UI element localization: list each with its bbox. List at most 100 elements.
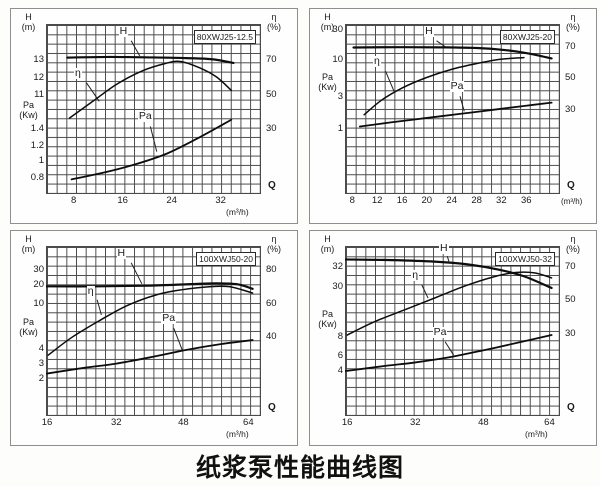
- x-axis-tick: 32: [409, 417, 421, 428]
- curve-H: [345, 259, 552, 288]
- power-axis-unit: (Kw): [19, 327, 38, 338]
- leader-line: [131, 263, 142, 284]
- flow-axis-label: Q: [567, 180, 575, 191]
- curve-label-H: H: [116, 246, 127, 259]
- power-axis-title: Pa (Kw): [312, 72, 343, 92]
- left-axis-unit: (m): [320, 22, 335, 32]
- left-axis-symbol: H: [25, 12, 32, 22]
- y-axis-tick: 10: [332, 53, 343, 65]
- power-axis-unit: (Kw): [19, 110, 38, 121]
- y-axis-tick: 1: [38, 154, 44, 166]
- x-axis-tick: 64: [544, 417, 555, 428]
- efficiency-axis-unit: (%): [267, 22, 281, 32]
- x-axis-tick: 16: [396, 195, 408, 206]
- y-axis-tick: 30: [332, 281, 343, 292]
- efficiency-axis-unit: (%): [566, 22, 580, 32]
- efficiency-axis-symbol: η: [271, 234, 277, 244]
- x-axis-tick: 48: [178, 417, 189, 428]
- leader-line: [385, 71, 394, 91]
- efficiency-axis-title: η (%): [566, 12, 580, 32]
- y-axis-tick: 20: [33, 279, 44, 291]
- efficiency-axis-tick: 40: [266, 331, 277, 343]
- left-axis-title: H (m): [13, 234, 44, 254]
- y-axis-tick: 8: [337, 331, 343, 343]
- y-axis-tick: 11: [34, 89, 44, 101]
- curve-eta: [347, 272, 551, 335]
- y-axis-tick: 30: [33, 264, 44, 276]
- x-axis-tick: 24: [446, 195, 457, 206]
- power-axis-symbol: Pa: [321, 71, 333, 82]
- efficiency-axis-tick: 60: [266, 297, 277, 309]
- power-axis-symbol: Pa: [22, 317, 34, 328]
- x-axis-tick: 16: [341, 417, 353, 428]
- curve-eta: [69, 61, 231, 118]
- y-axis-tick: 32: [332, 260, 343, 272]
- curve-label-eta: η: [73, 66, 82, 79]
- curve-Pa: [345, 335, 552, 371]
- efficiency-axis-tick: 70: [266, 53, 277, 65]
- leader-line: [174, 328, 183, 350]
- leader-line: [447, 256, 449, 263]
- chart-grid: [345, 24, 560, 194]
- y-axis-tick: 1: [337, 122, 343, 134]
- efficiency-axis-symbol: η: [570, 234, 576, 244]
- efficiency-axis-tick: 50: [565, 72, 576, 84]
- curve-label-Pa: Pa: [432, 325, 448, 338]
- pump-curves: [46, 246, 259, 414]
- curve-eta: [364, 58, 524, 115]
- curve-label-eta: η: [411, 268, 420, 281]
- leader-line: [437, 41, 446, 47]
- left-axis-symbol: H: [324, 12, 331, 22]
- efficiency-axis-tick: 70: [565, 40, 576, 52]
- leader-line: [460, 96, 464, 111]
- curve-Pa: [46, 340, 253, 374]
- curve-label-Pa: Pa: [449, 80, 465, 93]
- power-axis-symbol: Pa: [321, 308, 333, 319]
- y-axis-tick: 30: [332, 23, 343, 35]
- x-axis-tick: 24: [166, 195, 177, 206]
- efficiency-axis-title: η (%): [267, 12, 281, 32]
- power-axis-symbol: Pa: [22, 100, 34, 111]
- curve-label-H: H: [438, 241, 449, 254]
- y-axis-tick: 12: [33, 72, 44, 84]
- curve-label-eta: η: [86, 285, 95, 298]
- efficiency-axis-tick: 80: [266, 264, 277, 276]
- efficiency-axis-title: η (%): [267, 234, 281, 254]
- x-axis-tick: 16: [117, 195, 128, 206]
- pump-curves: [46, 24, 259, 192]
- chart-grid: [46, 24, 261, 194]
- x-axis-tick: 16: [41, 417, 53, 428]
- power-axis-title: Pa (Kw): [312, 309, 343, 329]
- left-axis-title: H (m): [312, 234, 343, 254]
- efficiency-axis-title: η (%): [566, 234, 580, 254]
- efficiency-axis-tick: 50: [266, 89, 277, 101]
- y-axis-tick: 1.4: [30, 122, 44, 134]
- efficiency-axis-unit: (%): [566, 244, 580, 254]
- y-axis-tick: 6: [337, 349, 343, 361]
- curve-label-Pa: Pa: [137, 110, 153, 123]
- curve-H: [46, 283, 253, 289]
- efficiency-axis-symbol: η: [271, 12, 277, 22]
- left-axis-title: H (m): [312, 12, 343, 32]
- y-axis-tick: 10: [33, 297, 44, 309]
- curve-H: [67, 57, 233, 63]
- figure-title: 纸浆泵性能曲线图: [195, 454, 404, 482]
- leader-line: [445, 342, 454, 355]
- x-axis-tick: 32: [110, 417, 122, 428]
- leader-line: [97, 300, 101, 315]
- x-axis-tick: 64: [243, 417, 254, 428]
- leader-line: [86, 83, 99, 101]
- model-label: 80XWJ25-20: [499, 30, 555, 44]
- flow-axis-label: Q: [268, 402, 276, 413]
- flow-axis-unit: (m³/h): [561, 197, 583, 206]
- x-axis-tick: 28: [471, 195, 482, 206]
- pump-curves: [345, 246, 558, 414]
- efficiency-axis-tick: 50: [565, 294, 576, 306]
- y-axis-tick: 4: [38, 343, 44, 355]
- x-axis-tick: 32: [215, 195, 226, 206]
- flow-axis-label: Q: [268, 180, 276, 191]
